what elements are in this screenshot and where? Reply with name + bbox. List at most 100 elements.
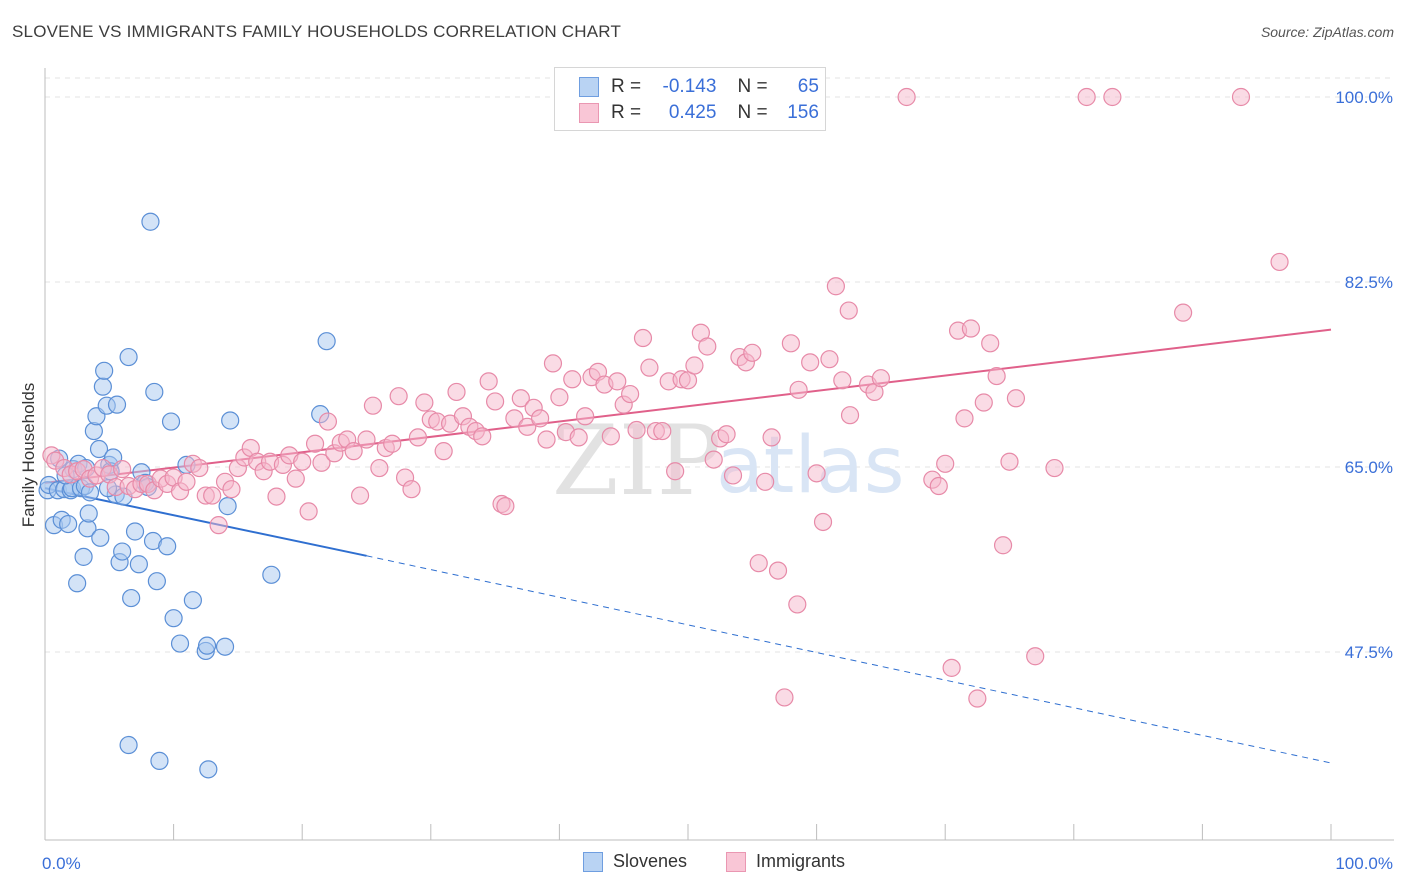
immigrant-point[interactable] (698, 337, 717, 356)
immigrant-point[interactable] (987, 366, 1006, 386)
slovene-point[interactable] (95, 361, 114, 380)
immigrant-point[interactable] (840, 406, 860, 425)
slovene-point[interactable] (122, 588, 141, 608)
immigrant-point[interactable] (981, 334, 1000, 353)
immigrant-point[interactable] (1103, 87, 1122, 107)
slovene-point[interactable] (215, 637, 235, 656)
immigrant-point[interactable] (1174, 303, 1193, 322)
immigrant-point[interactable] (203, 486, 222, 505)
slovene-point[interactable] (107, 395, 127, 414)
immigrant-point[interactable] (222, 480, 241, 499)
immigrant-point[interactable] (357, 430, 376, 449)
slovene-point[interactable] (84, 421, 103, 441)
immigrant-point[interactable] (318, 412, 338, 431)
immigrant-point[interactable] (511, 389, 530, 408)
immigrant-point[interactable] (723, 466, 743, 485)
slovene-point[interactable] (79, 504, 98, 523)
immigrant-point[interactable] (569, 428, 588, 447)
immigrant-point[interactable] (267, 487, 286, 506)
slovene-point[interactable] (183, 591, 202, 610)
slovene-point[interactable] (147, 572, 166, 591)
immigrant-point[interactable] (518, 417, 537, 436)
immigrant-point[interactable] (286, 469, 305, 488)
immigrant-point[interactable] (801, 353, 820, 372)
immigrant-point[interactable] (312, 453, 331, 472)
immigrant-point[interactable] (1231, 87, 1251, 107)
immigrant-point[interactable] (717, 425, 736, 444)
immigrant-point[interactable] (370, 458, 389, 478)
immigrant-point[interactable] (621, 384, 640, 404)
immigrant-point[interactable] (1077, 87, 1096, 107)
immigrant-point[interactable] (936, 454, 955, 473)
immigrant-point[interactable] (537, 430, 556, 449)
immigrant-point[interactable] (961, 319, 981, 338)
immigrant-point[interactable] (839, 301, 858, 320)
slovene-point[interactable] (161, 412, 181, 431)
immigrant-point[interactable] (704, 450, 723, 469)
immigrant-point[interactable] (177, 472, 196, 491)
slovene-point[interactable] (91, 528, 110, 547)
immigrant-point[interactable] (350, 486, 370, 505)
immigrant-point[interactable] (749, 554, 768, 573)
slovene-point[interactable] (262, 565, 281, 584)
slovene-point[interactable] (170, 634, 190, 653)
immigrant-point[interactable] (633, 328, 653, 348)
slovene-point[interactable] (74, 547, 93, 566)
immigrant-point[interactable] (897, 87, 916, 107)
immigrant-point[interactable] (209, 516, 228, 535)
immigrant-point[interactable] (653, 421, 672, 441)
immigrant-point[interactable] (789, 380, 808, 399)
immigrant-point[interactable] (826, 277, 845, 296)
slovene-point[interactable] (93, 377, 112, 396)
immigrant-point[interactable] (775, 688, 794, 707)
immigrant-point[interactable] (389, 387, 408, 406)
slovene-point[interactable] (125, 522, 145, 541)
immigrant-point[interactable] (601, 427, 620, 446)
immigrant-point[interactable] (190, 458, 209, 478)
immigrant-point[interactable] (833, 371, 852, 390)
slovene-point[interactable] (89, 439, 109, 459)
immigrant-point[interactable] (113, 460, 132, 479)
immigrant-point[interactable] (685, 356, 704, 375)
immigrant-point[interactable] (820, 350, 839, 369)
immigrant-point[interactable] (408, 428, 428, 447)
immigrant-point[interactable] (299, 502, 318, 521)
legend-item-slovenes[interactable]: Slovenes (583, 851, 687, 872)
slovene-point[interactable] (221, 411, 240, 430)
immigrant-point[interactable] (942, 658, 961, 677)
immigrant-point[interactable] (1270, 252, 1289, 272)
slovene-point[interactable] (199, 760, 218, 779)
immigrant-point[interactable] (434, 442, 453, 461)
immigrant-point[interactable] (486, 392, 505, 411)
slovene-point[interactable] (317, 332, 336, 351)
slovene-point[interactable] (164, 609, 183, 628)
immigrant-point[interactable] (1000, 452, 1019, 471)
immigrant-point[interactable] (402, 480, 421, 499)
immigrant-point[interactable] (993, 536, 1013, 555)
immigrant-point[interactable] (305, 434, 325, 453)
immigrant-point[interactable] (974, 393, 993, 412)
immigrant-point[interactable] (768, 561, 788, 580)
immigrant-point[interactable] (788, 595, 807, 614)
immigrant-point[interactable] (640, 358, 659, 377)
immigrant-point[interactable] (531, 409, 550, 428)
immigrant-point[interactable] (743, 343, 762, 362)
immigrant-point[interactable] (1026, 647, 1045, 666)
slovene-point[interactable] (59, 514, 78, 534)
immigrant-point[interactable] (550, 388, 569, 407)
immigrant-point[interactable] (871, 369, 891, 388)
immigrant-point[interactable] (756, 472, 775, 491)
immigrant-point[interactable] (543, 354, 563, 373)
slovene-point[interactable] (129, 555, 148, 574)
immigrant-point[interactable] (344, 442, 363, 461)
immigrant-point[interactable] (447, 382, 466, 402)
slovene-point[interactable] (218, 497, 237, 516)
immigrant-point[interactable] (762, 428, 781, 447)
immigrant-point[interactable] (813, 512, 833, 532)
immigrant-point[interactable] (505, 409, 524, 428)
immigrant-point[interactable] (293, 452, 312, 471)
immigrant-point[interactable] (929, 476, 948, 496)
slovene-point[interactable] (113, 542, 132, 561)
slovene-point[interactable] (68, 574, 87, 593)
slovene-point[interactable] (119, 347, 138, 367)
